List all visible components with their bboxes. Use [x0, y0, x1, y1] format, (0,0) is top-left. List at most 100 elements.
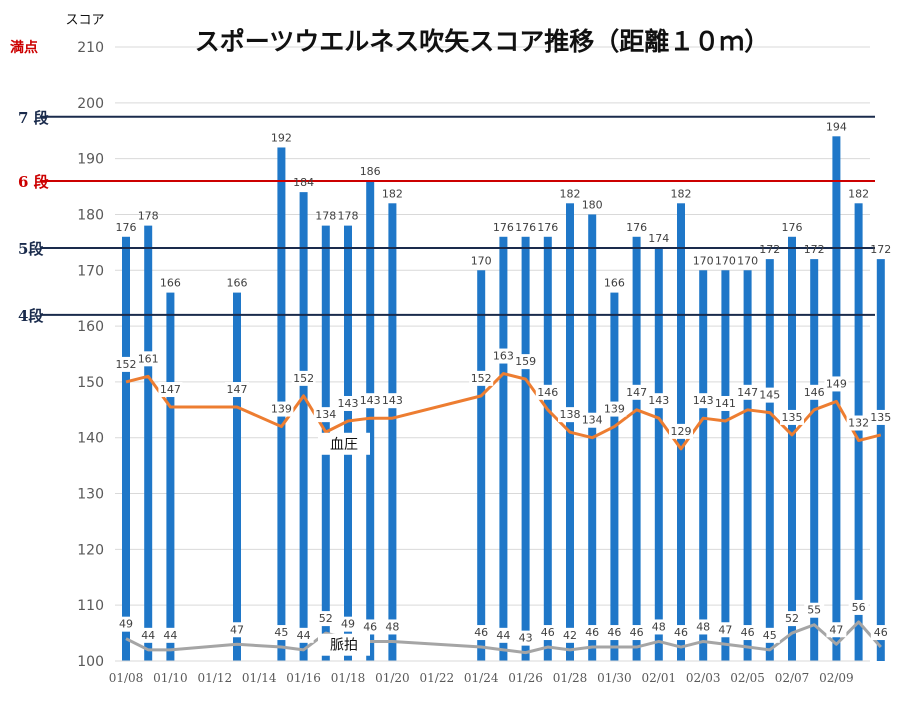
bp-label: 146: [537, 386, 558, 399]
score-label: 176: [537, 221, 558, 234]
hr-label: 44: [297, 629, 311, 642]
hr-label: 46: [607, 626, 621, 639]
y-tick-label: 190: [77, 152, 104, 168]
bp-label-bg: [824, 376, 849, 392]
hr-label-bg: [715, 622, 736, 638]
bp-label-bg: [691, 393, 716, 409]
bp-label-bg: [602, 401, 627, 417]
bp-series-tag: 血圧: [330, 437, 358, 453]
bp-label: 135: [870, 411, 891, 424]
bp-label-bg: [780, 409, 804, 425]
hr-label-bg: [826, 622, 847, 638]
score-label: 166: [604, 277, 625, 290]
y-axis-title: スコア: [65, 13, 104, 28]
series-lines: [125, 372, 882, 655]
score-label: 176: [782, 221, 803, 234]
score-bar: [166, 292, 175, 661]
score-label: 178: [138, 210, 159, 223]
hr-series-tag-bg: [318, 633, 370, 656]
hr-label: 46: [874, 626, 888, 639]
score-label: 176: [116, 221, 137, 234]
hr-label-bg: [693, 619, 714, 635]
score-label: 176: [515, 221, 536, 234]
score-bar: [788, 236, 796, 662]
score-bar: [122, 236, 130, 662]
score-label: 174: [648, 232, 669, 245]
hr-label: 56: [852, 601, 866, 614]
score-label: 170: [715, 254, 736, 267]
bp-label: 147: [626, 386, 647, 399]
y-tick-label: 180: [77, 207, 104, 223]
hr-label-bg: [338, 616, 358, 632]
bp-label: 143: [360, 394, 381, 407]
y-tick-label: 100: [77, 654, 104, 670]
score-label: 166: [160, 277, 181, 290]
bp-label-bg: [358, 393, 383, 409]
hr-label: 48: [696, 620, 710, 633]
y-tick-label: 120: [77, 542, 104, 558]
x-tick-label: 01/28: [553, 671, 588, 685]
hr-label-bg: [360, 619, 381, 635]
bp-label-bg: [735, 384, 760, 400]
hr-series-tag: 脈拍: [330, 638, 358, 654]
hr-label-bg: [471, 625, 492, 641]
score-bar: [699, 270, 708, 661]
score-bar: [144, 225, 153, 662]
bp-label-bg: [136, 351, 161, 367]
x-tick-label: 01/14: [242, 671, 277, 685]
score-label: 192: [271, 131, 292, 144]
x-tick-label: 01/16: [286, 671, 321, 685]
rank-reference-lines: 7 段 6 段 5段 4段: [18, 109, 875, 325]
bp-label: 163: [493, 350, 514, 363]
bp-label-bg: [713, 395, 738, 411]
score-label: 176: [626, 221, 647, 234]
x-tick-label: 02/05: [730, 671, 765, 685]
y-tick-label: 110: [77, 598, 104, 614]
hr-label-bg: [382, 619, 403, 635]
hr-label: 46: [541, 626, 555, 639]
hr-label: 46: [741, 626, 755, 639]
blood-pressure-line: [125, 372, 882, 451]
rank-label: 4段: [18, 307, 43, 325]
hr-label-bg: [626, 625, 647, 641]
bp-label-bg: [669, 423, 693, 439]
score-label: 182: [848, 187, 869, 200]
bp-label-bg: [535, 384, 560, 400]
x-axis: 01/08 01/10 01/12 01/14 01/16 01/18 01/20 01/22…: [109, 660, 870, 685]
bp-label: 134: [315, 408, 336, 421]
hr-label: 52: [785, 612, 799, 625]
hr-label-bg: [293, 627, 314, 643]
x-tick-label: 02/03: [686, 671, 721, 685]
hr-label-bg: [870, 625, 891, 641]
hr-label: 44: [141, 629, 155, 642]
bp-label: 139: [604, 403, 625, 416]
score-bar: [810, 259, 819, 661]
bp-label-bg: [225, 382, 249, 398]
hr-label-bg: [116, 616, 136, 632]
hr-label-bg: [160, 627, 181, 643]
hr-label-bg: [648, 619, 669, 635]
bp-label-bg: [757, 387, 782, 403]
score-bar: [299, 192, 308, 662]
score-label: 182: [560, 187, 581, 200]
x-tick-label: 01/08: [109, 671, 144, 685]
score-label: 170: [737, 254, 758, 267]
hr-label: 43: [519, 632, 533, 645]
rank-label: 6 段: [18, 173, 49, 191]
bp-label-bg: [846, 415, 871, 431]
bp-label: 145: [759, 389, 780, 402]
bp-label-bg: [624, 384, 649, 400]
hr-label-bg: [782, 611, 802, 627]
x-tick-label: 02/07: [775, 671, 810, 685]
rank-label: 5段: [18, 240, 43, 258]
y-axis: 100 110 120 130 140 150 160 170 180 190 200 210: [77, 40, 104, 670]
hr-label-bg: [315, 611, 336, 627]
score-label: 170: [693, 254, 714, 267]
bp-label: 152: [471, 372, 492, 385]
hr-label-bg: [560, 627, 580, 643]
bp-label: 138: [560, 408, 581, 421]
x-tick-label: 01/12: [198, 671, 233, 685]
bp-label-bg: [580, 412, 605, 428]
bp-label: 143: [382, 394, 403, 407]
